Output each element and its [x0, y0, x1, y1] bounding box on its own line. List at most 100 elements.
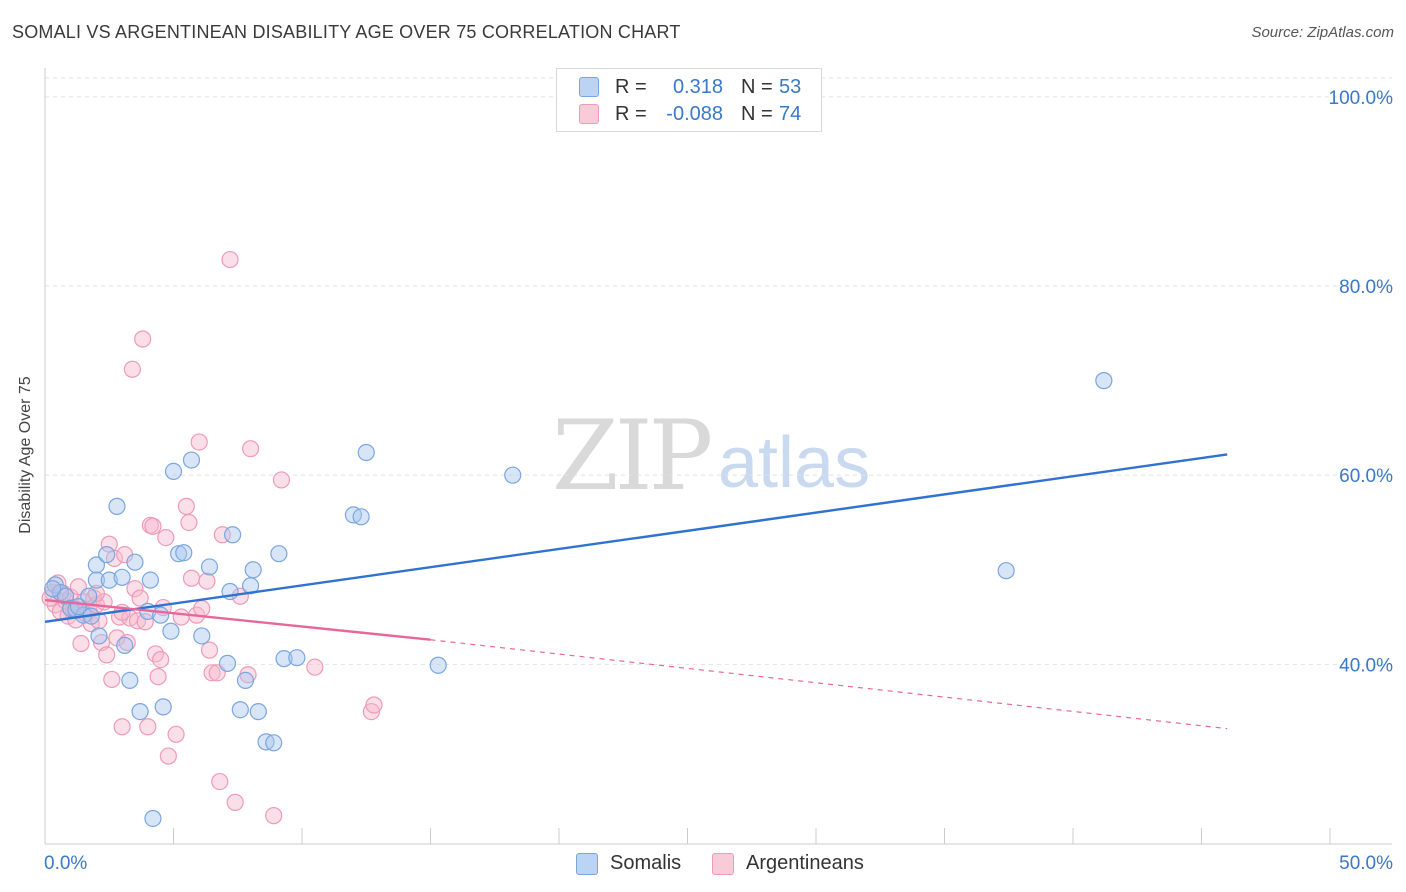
argentinean-point [159, 747, 177, 765]
n-label: N = [741, 102, 773, 125]
n-value: 53 [779, 75, 802, 98]
y-tick-label: 100.0% [1329, 88, 1394, 109]
tick-labels: 40.0% 60.0% 80.0% 100.0% 0.0% 50.0% [44, 88, 1393, 874]
n-value: 74 [779, 102, 802, 125]
argentinean-point [136, 613, 154, 631]
somali-point [244, 561, 262, 579]
argentinean-point [180, 513, 198, 532]
somali-point [87, 556, 106, 574]
somali-point [116, 636, 134, 655]
r-value: 0.318 [672, 75, 723, 98]
legend-item-somalis[interactable]: Somalis [576, 852, 681, 875]
somali-point [200, 558, 219, 576]
series-legend: Somalis Argentineans [0, 852, 1406, 878]
trend-lines [44, 453, 1228, 730]
somali-point [231, 701, 249, 719]
argentinean-trend-line [44, 598, 431, 641]
argentinean-swatch [579, 104, 599, 124]
argentinean-point [211, 772, 229, 791]
argentinean-point [72, 634, 90, 653]
somali-point [997, 562, 1015, 580]
somali-point [275, 650, 293, 668]
argentinean-point [157, 528, 175, 547]
argentinean-point [98, 646, 116, 664]
legend-label-argentineans: Argentineans [746, 852, 864, 874]
argentinean-point [131, 589, 149, 607]
argentinean-point [190, 433, 208, 451]
argentinean-points [41, 250, 383, 825]
argentinean-point [193, 599, 211, 618]
somali-point [131, 703, 149, 721]
watermark-zip: ZIP [552, 400, 713, 512]
somali-point [69, 598, 88, 616]
argentinean-point [113, 718, 131, 736]
argentinean-point [242, 440, 260, 458]
somali-point [175, 544, 193, 562]
somali-point [236, 671, 255, 689]
n-label: N = [741, 75, 773, 98]
y-tick-label: 60.0% [1339, 466, 1393, 487]
argentinean-point [221, 250, 239, 269]
somali-trend-line [44, 453, 1228, 623]
somali-point [249, 703, 267, 721]
argentinean-point [200, 641, 219, 659]
somali-point [108, 497, 126, 515]
r-label: R = [615, 75, 647, 98]
argentinean-point [226, 793, 244, 811]
argentinean-swatch [712, 852, 734, 875]
x-tick-label: 0.0% [44, 853, 87, 874]
argentinean-point [365, 696, 383, 714]
argentinean-point [272, 471, 291, 489]
argentinean-point [123, 360, 141, 378]
argentinean-point [103, 670, 121, 689]
axes [44, 68, 1392, 845]
somali-swatch [576, 852, 598, 875]
somali-point [100, 571, 118, 589]
somali-point [170, 545, 188, 563]
argentinean-point [134, 330, 152, 348]
argentinean-point [198, 572, 216, 590]
somali-point [429, 656, 447, 674]
argentinean-point [126, 580, 144, 598]
somali-point [44, 580, 62, 598]
argentinean-point [152, 650, 170, 669]
somali-point [288, 649, 306, 667]
argentinean-trend-extension [430, 639, 1228, 730]
somali-point [162, 622, 180, 640]
somali-swatch [579, 77, 599, 97]
r-value: -0.088 [666, 102, 723, 125]
somali-point [164, 462, 183, 481]
somali-point [98, 546, 116, 564]
argentinean-point [265, 807, 283, 825]
chart-source: Source: ZipAtlas.com [1251, 24, 1394, 41]
legend-item-argentineans[interactable]: Argentineans [712, 852, 864, 875]
argentinean-point [177, 497, 195, 515]
somali-point [182, 451, 201, 469]
somali-point [113, 568, 131, 586]
somali-point [154, 698, 172, 716]
chart-title: SOMALI VS ARGENTINEAN DISABILITY AGE OVE… [12, 22, 681, 42]
somali-point [1095, 372, 1113, 390]
somali-point [90, 627, 108, 645]
watermark-atlas: atlas [718, 423, 871, 503]
legend-label-somalis: Somalis [610, 852, 682, 874]
somali-point [224, 526, 242, 544]
grid-lines [45, 77, 1392, 665]
somali-point [504, 466, 522, 484]
argentinean-point [182, 569, 201, 587]
somali-point [152, 606, 170, 624]
legend-row-argentineans: R = -0.088 N = 74 [579, 100, 801, 128]
argentinean-point [144, 517, 162, 535]
y-tick-label: 40.0% [1339, 655, 1393, 676]
argentinean-point [167, 725, 185, 743]
somali-point [144, 809, 162, 828]
somali-point [87, 571, 106, 589]
somali-point [357, 443, 375, 462]
argentinean-point [118, 633, 136, 652]
somali-point [270, 545, 288, 563]
somali-point [193, 627, 211, 645]
somali-point [218, 654, 237, 672]
somali-point [126, 553, 144, 571]
argentinean-point [139, 718, 157, 736]
